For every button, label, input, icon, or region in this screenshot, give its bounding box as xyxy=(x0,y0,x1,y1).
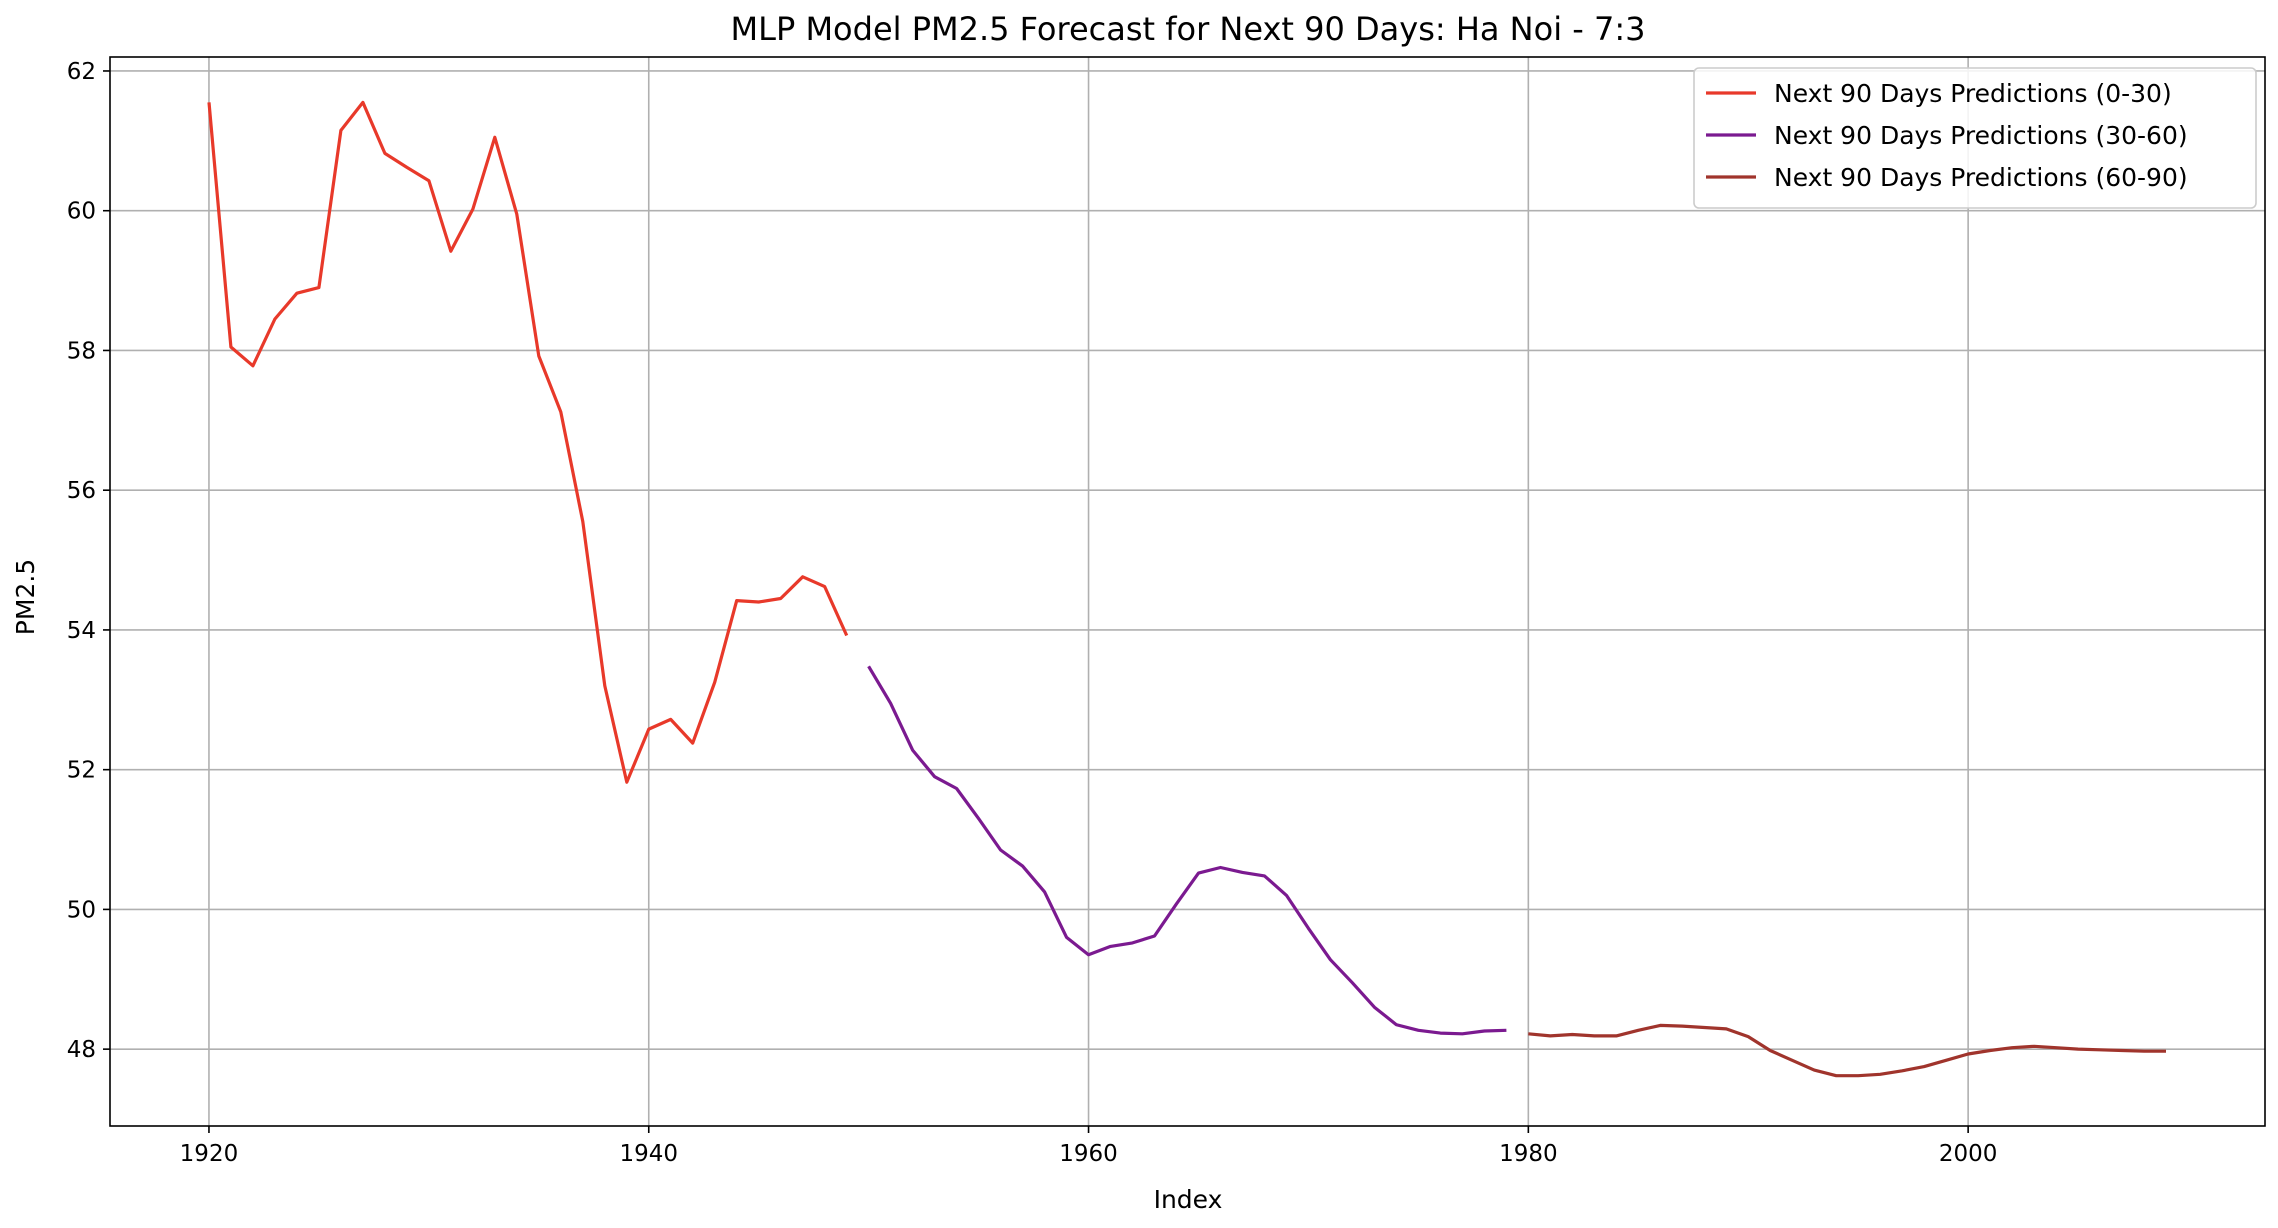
series-line-2 xyxy=(867,665,1507,1036)
plot-frame xyxy=(109,56,2266,1127)
x-tick-label: 1920 xyxy=(180,1141,239,1167)
x-axis-title: Index xyxy=(1154,1185,1223,1214)
legend-entry-label: Next 90 Days Predictions (0-30) xyxy=(1774,79,2172,108)
x-tick-label: 1940 xyxy=(619,1141,678,1167)
legend: Next 90 Days Predictions (0-30) Next 90 D… xyxy=(1693,67,2257,209)
series-lines xyxy=(207,100,2166,1078)
x-tick-label: 1960 xyxy=(1059,1141,1118,1167)
series-line-3 xyxy=(1528,1023,2166,1078)
x-tick-label: 2000 xyxy=(1939,1141,1998,1167)
series-line-1 xyxy=(207,100,849,784)
y-tick-label: 54 xyxy=(67,618,96,644)
legend-entry-label: Next 90 Days Predictions (30-60) xyxy=(1774,121,2188,150)
legend-box xyxy=(1693,67,2257,209)
x-tick-label: 1980 xyxy=(1499,1141,1558,1167)
chart-title: MLP Model PM2.5 Forecast for Next 90 Day… xyxy=(731,10,1646,48)
y-tick-label: 56 xyxy=(67,478,96,504)
y-tick-label: 62 xyxy=(67,59,96,85)
grid xyxy=(110,57,2265,1126)
y-axis-title: PM2.5 xyxy=(11,559,40,635)
y-tick-label: 58 xyxy=(67,338,96,364)
axis-ticks: 1920 1940 1960 1980 2000 48 50 52 54 56 58 60 62 xyxy=(67,59,1998,1167)
y-tick-label: 48 xyxy=(67,1037,96,1063)
y-tick-label: 52 xyxy=(67,758,96,784)
y-tick-label: 60 xyxy=(67,199,96,225)
legend-entry-label: Next 90 Days Predictions (60-90) xyxy=(1774,163,2188,192)
y-tick-label: 50 xyxy=(67,897,96,923)
